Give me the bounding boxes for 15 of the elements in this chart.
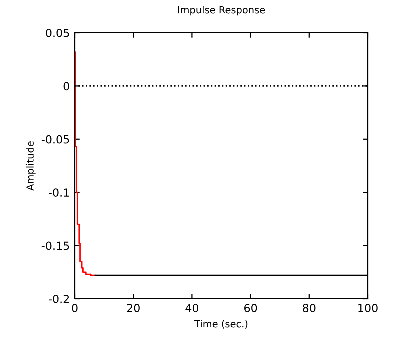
y-tick-label: -0.2 — [49, 294, 70, 304]
chart-title: Impulse Response — [178, 6, 266, 16]
y-tick-label: 0 — [64, 82, 70, 91]
x-axis-title: Time (sec.) — [194, 320, 248, 329]
y-tick-label: -0.1 — [49, 188, 70, 197]
x-tick-label: 80 — [303, 304, 316, 312]
y-axis-title: Amplitude — [26, 142, 36, 191]
x-tick-label: 0 — [72, 304, 78, 312]
x-tick-label: 60 — [244, 304, 258, 312]
y-tick-label: -0.05 — [42, 135, 70, 144]
x-tick-label: 40 — [186, 304, 199, 312]
y-tick-label: -0.15 — [42, 242, 70, 250]
x-tick-label: 100 — [358, 304, 378, 312]
y-tick-label: 0.05 — [46, 28, 70, 38]
x-tick-label: 20 — [127, 304, 140, 312]
